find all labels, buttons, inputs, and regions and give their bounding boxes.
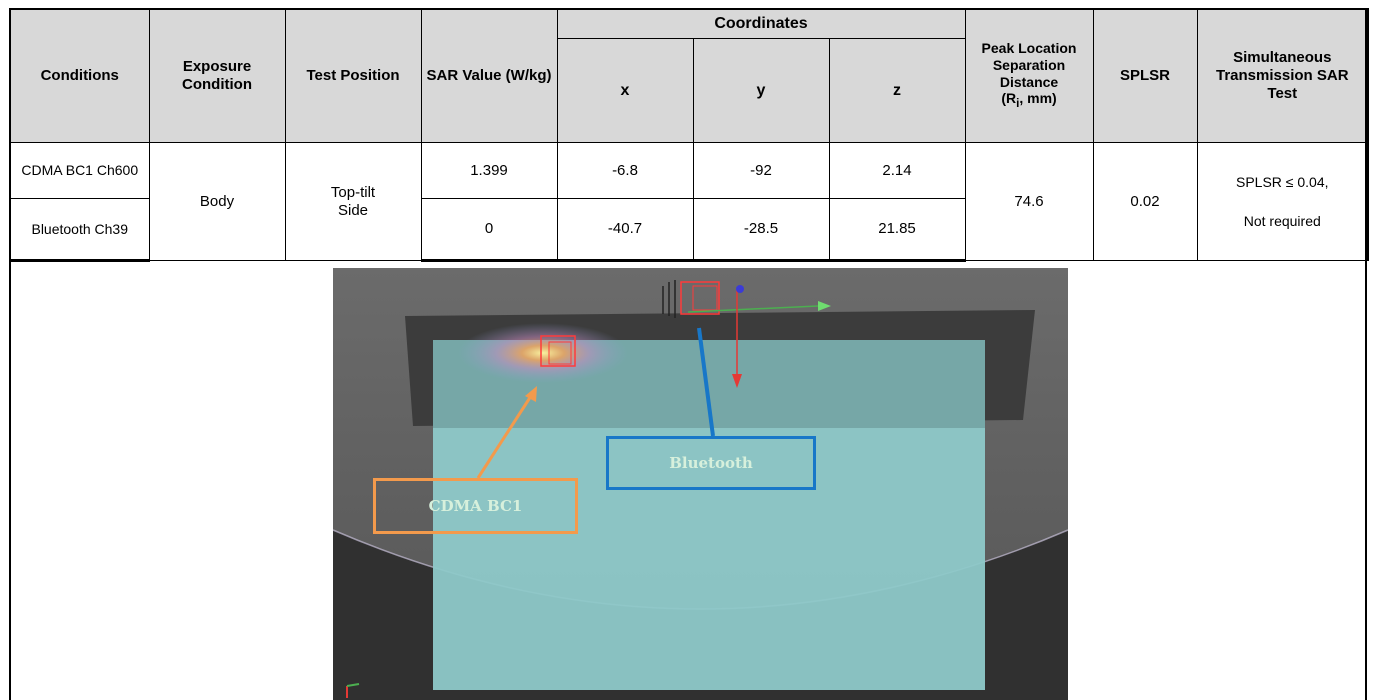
header-peak-r: R (1005, 90, 1017, 107)
axis-y-arrow (818, 301, 831, 311)
result-line-2: Not required (1243, 212, 1321, 229)
cell-exposure-condition: Body (148, 142, 286, 261)
header-z: z (828, 38, 966, 143)
cdma-scan-cube (540, 335, 576, 367)
phantom-scene (333, 268, 1068, 700)
header-x: x (556, 38, 694, 143)
header-conditions: Conditions (9, 8, 150, 143)
cdma-hotspot (458, 323, 628, 383)
cdma-label-box: CDMA BC1 (373, 478, 578, 534)
axis-z-arrow (732, 374, 742, 388)
cell-peak-distance: 74.6 (964, 142, 1094, 261)
header-sar-value: SAR Value (W/kg) (420, 8, 558, 143)
cell-splsr: 0.02 (1092, 142, 1198, 261)
cdma-scan-inner (548, 341, 572, 365)
bluetooth-label-box: Bluetooth (606, 436, 816, 490)
header-simultaneous: Simultaneous Transmission SAR Test (1196, 8, 1370, 143)
cell-z: 21.85 (828, 198, 966, 262)
row-condition: Bluetooth Ch39 (9, 198, 150, 262)
cell-result: SPLSR ≤ 0.04, Not required (1196, 142, 1370, 261)
bt-fins (662, 280, 676, 318)
cell-test-position: Top-tilt Side (284, 142, 422, 261)
table-row: CDMA BC1 Ch600 Body Top-tilt Side 1.399 … (9, 142, 1370, 261)
cell-z: 2.14 (828, 142, 966, 199)
header-peak-distance: Peak Location Separation Distance (Ri, m… (964, 8, 1094, 143)
cdma-pointer-head (525, 386, 537, 402)
header-peak-sub: i (1016, 97, 1020, 111)
cdma-pointer-line (476, 395, 533, 479)
cell-y: -28.5 (692, 198, 830, 262)
sar-visualization: CDMA BC1 Bluetooth (333, 268, 1068, 700)
header-peak-unit: , mm (1019, 90, 1053, 107)
cell-x: -40.7 (556, 198, 694, 262)
result-line-1: SPLSR ≤ 0.04, (1236, 173, 1329, 190)
header-splsr: SPLSR (1092, 8, 1198, 143)
bt-pointer-line (697, 327, 715, 437)
bt-scan-cube (680, 281, 720, 315)
corner-axis-y (346, 683, 360, 687)
sar-table: Conditions Exposure Condition Test Posit… (9, 8, 1370, 262)
document-frame (9, 8, 1367, 700)
table-row: Bluetooth Ch39 0 -40.7 -28.5 21.85 (9, 198, 1368, 262)
axis-y-line (687, 305, 819, 313)
header-peak-prefix: Peak Location Separation Distance (981, 39, 1077, 90)
bt-scan-inner (692, 285, 718, 311)
axis-origin (736, 285, 744, 293)
row-condition: CDMA BC1 Ch600 (9, 142, 150, 199)
header-sar-value-text: SAR Value (W/kg) (426, 66, 552, 84)
cell-sar: 0 (420, 198, 558, 262)
